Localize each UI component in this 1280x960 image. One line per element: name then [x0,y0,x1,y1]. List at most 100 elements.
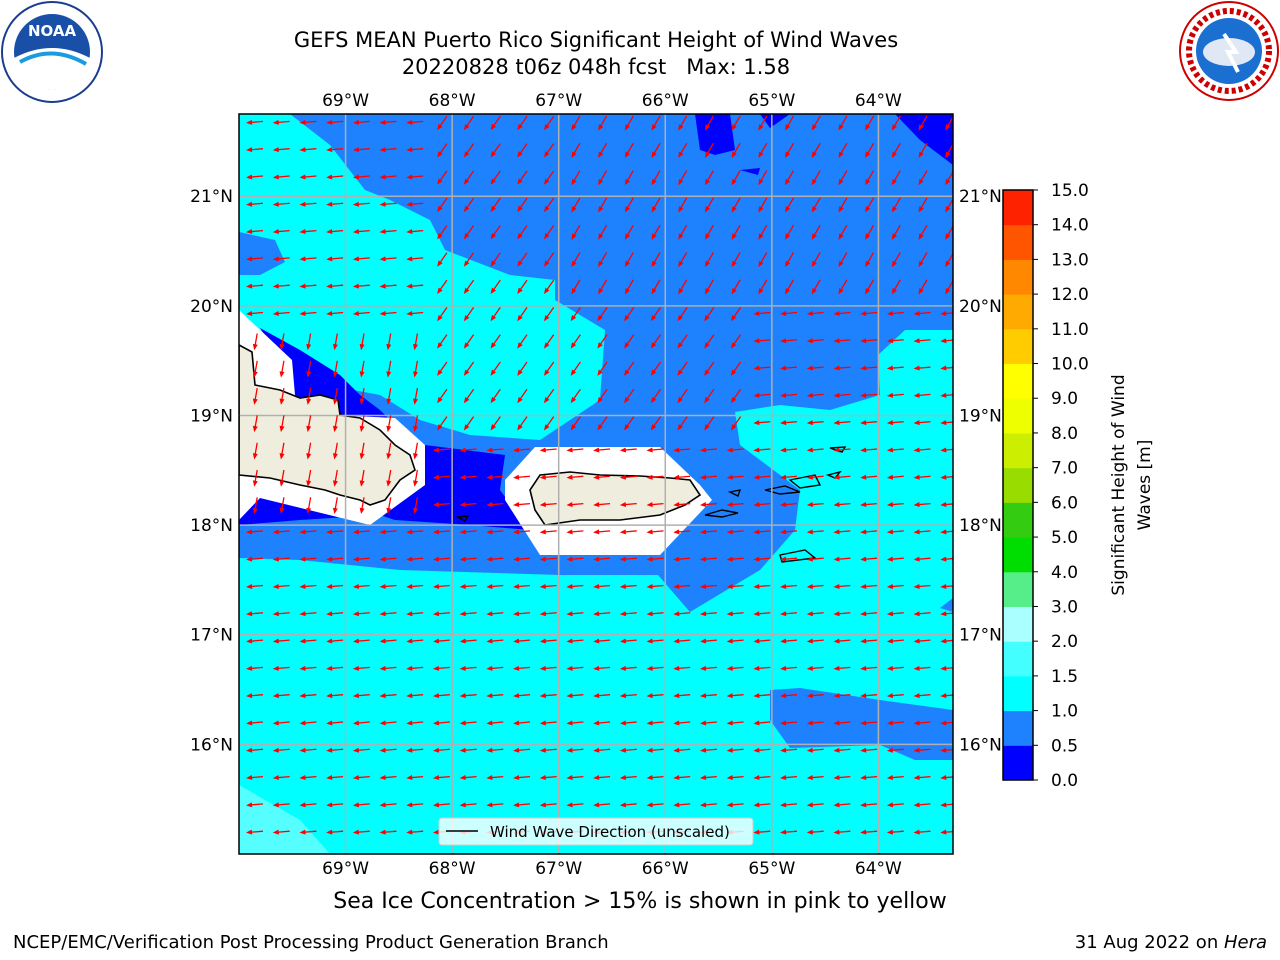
wave-direction-arrow [490,334,501,349]
wave-direction-arrow [332,442,338,460]
wave-direction-arrow [726,529,744,535]
wave-direction-arrow [406,147,424,153]
land-islet-1 [704,509,739,518]
wave-direction-arrow [513,502,531,508]
wave-direction-arrow [780,447,798,453]
wave-direction-arrow [918,115,928,131]
wave-direction-arrow [406,802,424,808]
wave-direction-arrow [913,392,931,398]
wave-direction-arrow [918,197,928,213]
wave-direction-arrow [726,802,744,808]
wave-direction-arrow [352,283,370,289]
wave-direction-arrow [406,583,424,589]
lon-tick-label-top: 69°W [322,91,369,111]
map-frame [238,113,954,855]
wave-direction-arrow [860,392,878,398]
wave-direction-arrow [539,583,557,589]
colorbar-segment [1003,710,1033,746]
wave-direction-arrow [326,147,344,153]
wave-direction-arrow [379,147,397,153]
wave-direction-arrow [806,338,824,344]
wave-direction-arrow [463,306,475,322]
wave-direction-arrow [486,474,504,480]
wave-direction-arrow [299,638,317,644]
wave-direction-arrow [517,361,528,376]
wave-direction-arrow [940,310,953,316]
wave-direction-arrow [619,693,637,699]
wave-direction-arrow [459,447,477,453]
lon-tick-label-top: 66°W [642,91,689,111]
wave-direction-arrow [913,338,931,344]
wave-direction-arrow [306,469,312,487]
wave-direction-arrow [699,556,717,562]
wave-direction-arrow [379,693,397,699]
wave-direction-arrow [406,119,424,125]
wave-direction-arrow [646,583,664,589]
wave-direction-arrow [940,338,953,344]
lon-tick-label-bottom: 68°W [429,859,476,879]
wave-direction-arrow [940,665,953,671]
wave-region-low-n2 [760,114,790,128]
wave-direction-arrow [352,119,370,125]
wave-direction-arrow [352,693,370,699]
wave-direction-arrow [651,224,661,240]
wave-direction-arrow [326,693,344,699]
wave-direction-arrow [704,279,714,295]
wave-direction-arrow [650,306,662,322]
wave-direction-arrow [860,665,878,671]
wave-direction-arrow [272,720,290,726]
wave-direction-arrow [306,415,312,433]
wave-direction-arrow [352,174,370,180]
wave-direction-arrow [886,310,904,316]
wave-direction-arrow [913,583,931,589]
wave-direction-arrow [886,775,904,781]
wave-direction-arrow [758,224,768,240]
wave-direction-arrow [272,583,290,589]
wave-direction-arrow [246,747,264,753]
wave-direction-arrow [699,474,717,480]
lon-tick-label-bottom: 69°W [322,859,369,879]
wave-direction-arrow [486,693,504,699]
wave-direction-arrow [833,529,851,535]
wave-direction-arrow [459,802,477,808]
wave-direction-arrow [811,279,821,295]
wave-direction-arrow [571,115,581,131]
land-islet-6 [825,470,842,479]
wave-direction-arrow [650,388,662,404]
wave-direction-arrow [359,497,365,515]
wave-direction-arrow [326,775,344,781]
wave-direction-arrow [833,583,851,589]
wave-direction-arrow [650,334,662,349]
wave-direction-arrow [677,306,688,322]
wave-direction-arrow [543,225,555,240]
wave-direction-arrow [593,693,611,699]
wave-direction-arrow [279,387,285,405]
wave-direction-arrow [838,224,848,240]
colorbar-segment [1003,398,1033,434]
wave-direction-arrow [379,201,397,207]
wave-direction-arrow [463,143,475,158]
colorbar-tick-label: 0.5 [1051,736,1078,756]
wave-direction-arrow [352,829,370,835]
wave-direction-arrow [490,361,501,376]
lon-tick-label-bottom: 67°W [535,859,582,879]
wave-direction-arrow [463,388,475,404]
wave-direction-arrow [704,361,715,376]
wave-direction-arrow [753,338,771,344]
wave-direction-arrow [566,638,584,644]
wave-direction-arrow [806,720,824,726]
wave-direction-arrow [272,174,290,180]
wave-direction-arrow [432,447,450,453]
wave-direction-arrow [731,224,741,240]
wave-direction-arrow [272,611,290,617]
wave-direction-arrow [624,306,635,322]
wave-direction-arrow [326,611,344,617]
wave-direction-arrow [940,474,953,480]
wave-direction-arrow [543,143,555,158]
wave-direction-arrow [833,638,851,644]
wave-direction-arrow [326,310,344,316]
wave-direction-arrow [650,416,662,431]
wave-direction-arrow [886,447,904,453]
wave-direction-arrow [246,556,264,562]
wave-direction-arrow [646,611,664,617]
